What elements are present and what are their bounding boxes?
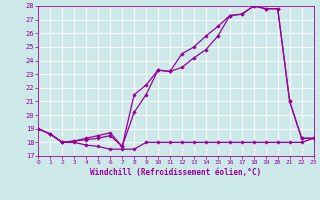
X-axis label: Windchill (Refroidissement éolien,°C): Windchill (Refroidissement éolien,°C) [91, 168, 261, 177]
